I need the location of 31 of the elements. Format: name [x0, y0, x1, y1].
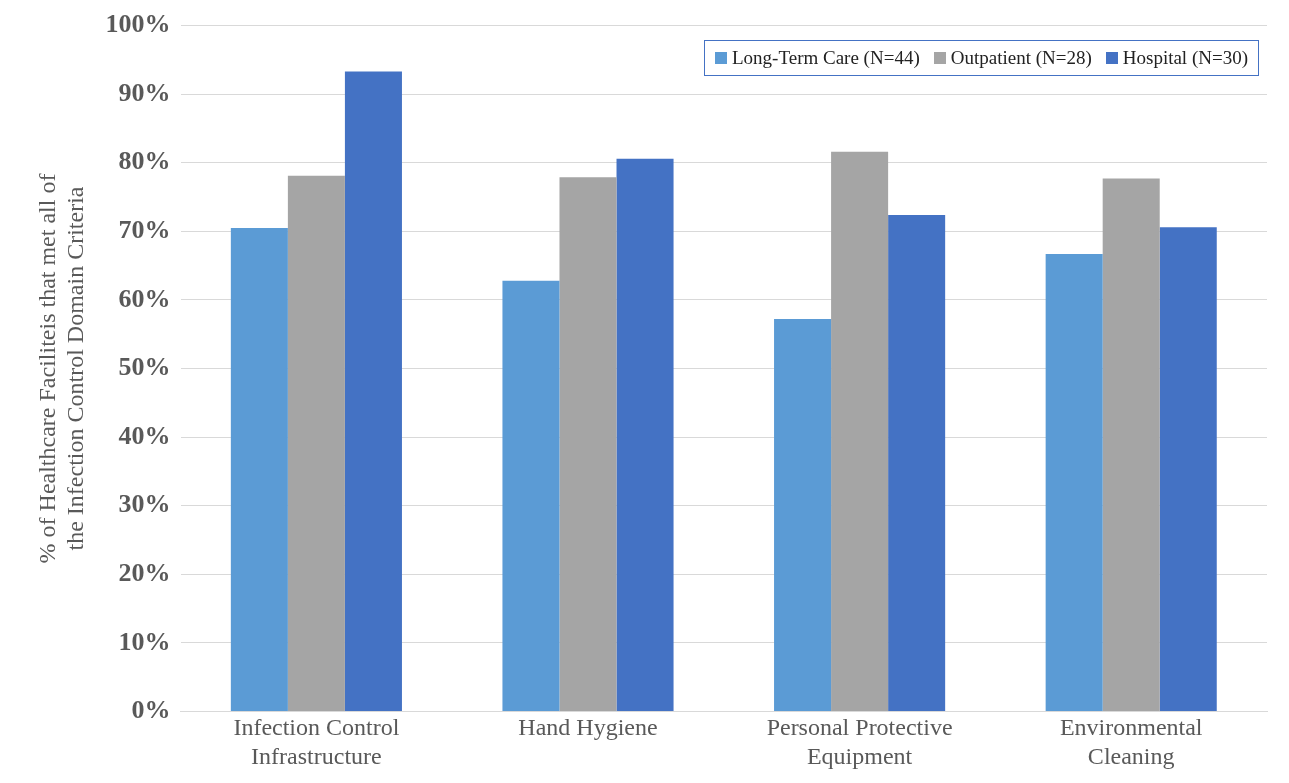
legend-label: Outpatient (N=28) — [950, 47, 1092, 69]
y-tick-label: 80% — [118, 146, 171, 176]
y-tick-label: 60% — [118, 283, 171, 313]
y-tick-label: 0% — [131, 695, 171, 725]
y-tick-label: 30% — [118, 489, 171, 519]
bar — [344, 71, 402, 711]
y-tick-label: 40% — [118, 420, 171, 450]
legend-label: Hospital (N=30) — [1122, 47, 1248, 69]
y-tick-label: 70% — [118, 215, 171, 245]
bar — [1102, 178, 1160, 711]
y-tick-label: 50% — [118, 352, 171, 382]
bar — [287, 175, 345, 711]
x-tick-label: Personal Protective Equipment — [766, 714, 953, 769]
y-tick-label: 100% — [105, 9, 171, 39]
x-tick-label: Hand Hygiene — [518, 714, 658, 741]
y-tick-label: 10% — [118, 626, 171, 656]
bar — [774, 319, 832, 711]
y-axis-title: % of Healthcare Faciliteis that met all of the Infection Control Domain Criteria — [33, 173, 89, 564]
bar — [502, 280, 560, 711]
bar — [888, 214, 946, 711]
bar — [559, 177, 617, 711]
y-tick-label: 90% — [118, 77, 171, 107]
y-tick-label: 20% — [118, 557, 171, 587]
bar — [230, 227, 288, 711]
bar — [616, 158, 674, 711]
bar — [1045, 253, 1103, 711]
bar — [1159, 227, 1217, 711]
x-tick-label: Infection Control Infrastructure — [233, 714, 400, 769]
x-tick-label: Environmental Cleaning — [1059, 714, 1203, 769]
legend-label: Long-Term Care (N=44) — [732, 47, 920, 69]
bar — [831, 151, 889, 711]
